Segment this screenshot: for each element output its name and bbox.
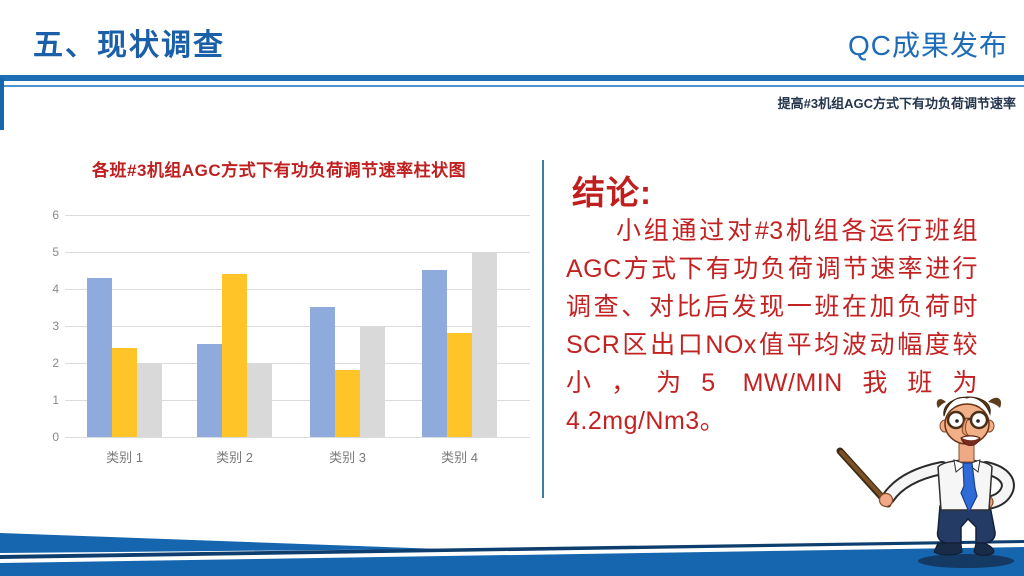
left-accent-bar [0, 78, 4, 130]
bar [360, 326, 385, 437]
y-tick-label: 0 [52, 430, 59, 444]
brand-title: QC成果发布 [847, 30, 1008, 61]
bar-group [310, 215, 385, 437]
conclusion-heading: 结论: [572, 174, 652, 211]
bar [310, 307, 335, 437]
y-tick-label: 5 [52, 245, 59, 259]
gridline [65, 251, 530, 253]
x-category-label: 类别 1 [106, 450, 143, 465]
y-tick-label: 1 [52, 393, 59, 407]
conclusion-body: 小组通过对#3机组各运行班组AGC方式下有功负荷调节速率进行调查、对比后发现一班… [566, 217, 978, 435]
presenter-character-illustration [836, 396, 1015, 568]
gridline [65, 436, 530, 438]
bar [137, 363, 162, 437]
header-rule-thin [0, 85, 1024, 87]
y-tick-label: 6 [52, 208, 59, 222]
y-tick-label: 4 [52, 282, 59, 296]
x-category-label: 类别 3 [329, 450, 366, 465]
y-tick-label: 2 [52, 356, 59, 370]
bar-group [87, 215, 162, 437]
tie [960, 462, 978, 514]
slide-subtitle: 提高#3机组AGC方式下有功负荷调节速率 [777, 96, 1016, 111]
x-category-label: 类别 4 [441, 450, 478, 465]
bar [335, 370, 360, 437]
mascot-shadow [918, 554, 1014, 568]
chart-plot: 0 1 2 3 4 5 6 类别 1 类别 2 类别 3 类别 4 [52, 208, 530, 465]
bar [422, 270, 447, 437]
vertical-divider [542, 160, 544, 498]
y-tick-label: 3 [52, 319, 59, 333]
gridline [65, 399, 530, 401]
bar [447, 333, 472, 437]
bottom-wave-decoration [0, 533, 1024, 576]
bar [222, 274, 247, 437]
chart-title: 各班#3机组AGC方式下有功负荷调节速率柱状图 [92, 161, 467, 180]
header-rule [0, 75, 1024, 81]
bar [247, 363, 272, 437]
gridline [65, 288, 530, 290]
bar [87, 278, 112, 437]
bar-group [422, 215, 497, 437]
bar-group [197, 215, 272, 437]
gridline [65, 325, 530, 327]
page-title: 五、现状调查 [33, 29, 225, 62]
bar [112, 348, 137, 437]
x-category-label: 类别 2 [216, 450, 253, 465]
gridline [65, 214, 530, 216]
bar [472, 252, 497, 437]
gridline [65, 362, 530, 364]
bar [197, 344, 222, 437]
